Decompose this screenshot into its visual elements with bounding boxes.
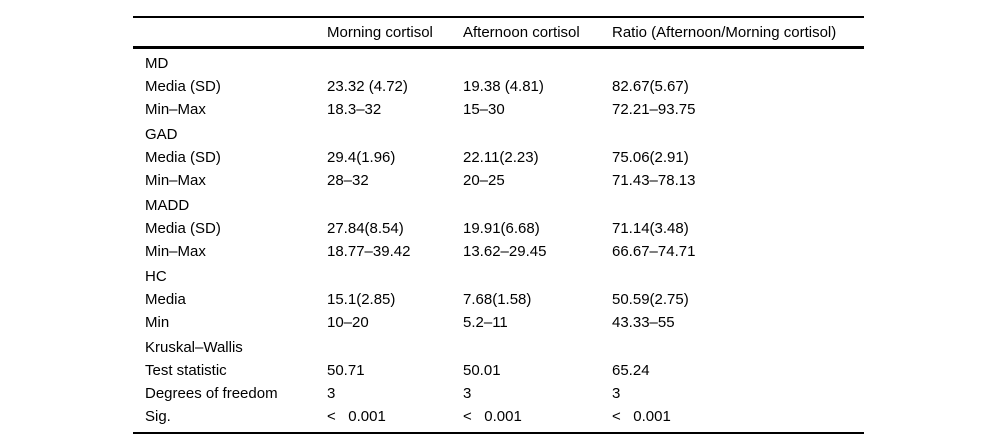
group-label: HC [145, 268, 167, 285]
cell-value: 50.59(2.75) [612, 291, 689, 308]
cell-value: 71.43–78.13 [612, 172, 696, 189]
table-row: Media 15.1(2.85) 7.68(1.58) 50.59(2.75) [133, 288, 864, 311]
table-row: Media (SD) 23.32 (4.72) 19.38 (4.81) 82.67(… [133, 75, 864, 98]
cell-value: 19.38 (4.81) [463, 78, 544, 95]
table-header-row: Morning cortisol Afternoon cortisol Rati… [133, 18, 864, 46]
cell-value: 22.11(2.23) [463, 149, 539, 166]
table-row: Min 10–20 5.2–11 43.33–55 [133, 311, 864, 334]
column-header-afternoon-cortisol: Afternoon cortisol [463, 23, 580, 41]
table-row: Media (SD) 29.4(1.96) 22.11(2.23) 75.06(2.9… [133, 146, 864, 169]
table-row: Test statistic 50.71 50.01 65.24 [133, 359, 864, 382]
cell-value: 15.1(2.85) [327, 291, 396, 308]
group-label: Kruskal–Wallis [145, 339, 243, 356]
results-table: Morning cortisol Afternoon cortisol Rati… [133, 16, 864, 434]
row-label: Min–Max [145, 101, 206, 118]
table-row: Degrees of freedom 3 3 3 [133, 382, 864, 405]
group-label: MD [145, 55, 169, 72]
cell-value: 65.24 [612, 362, 650, 379]
group-label-row: MADD [133, 194, 864, 217]
table-row: Sig. < 0.001 < 0.001 < 0.001 [133, 405, 864, 428]
cell-value: 5.2–11 [463, 314, 508, 331]
cell-value: 27.84(8.54) [327, 220, 404, 237]
cell-value: 72.21–93.75 [612, 101, 696, 118]
cell-value: < 0.001 [612, 408, 671, 425]
group-label: MADD [145, 197, 190, 214]
row-label: Min [145, 314, 170, 331]
row-label: Min–Max [145, 172, 206, 189]
cell-value: 19.91(6.68) [463, 220, 540, 237]
row-label: Sig. [145, 408, 171, 425]
cell-value: 3 [612, 385, 621, 402]
cell-value: 29.4(1.96) [327, 149, 396, 166]
cell-value: 15–30 [463, 101, 505, 118]
table-row: Min–Max 28–32 20–25 71.43–78.13 [133, 169, 864, 192]
cell-value: 10–20 [327, 314, 369, 331]
cell-value: < 0.001 [327, 408, 386, 425]
table-header-rule [133, 46, 864, 49]
cell-value: 18.77–39.42 [327, 243, 411, 260]
table-top-rule [133, 16, 864, 18]
cell-value: 28–32 [327, 172, 369, 189]
row-label: Test statistic [145, 362, 227, 379]
cell-value: 43.33–55 [612, 314, 675, 331]
row-label: Media [145, 291, 186, 308]
cell-value: 13.62–29.45 [463, 243, 547, 260]
group-label: GAD [145, 126, 178, 143]
cell-value: 3 [463, 385, 472, 402]
table-row: Min–Max 18.77–39.42 13.62–29.45 66.67–74.71 [133, 240, 864, 263]
group-label-row: GAD [133, 123, 864, 146]
cell-value: 50.01 [463, 362, 501, 379]
cell-value: 23.32 (4.72) [327, 78, 408, 95]
cell-value: < 0.001 [463, 408, 522, 425]
row-label: Degrees of freedom [145, 385, 278, 402]
table-body: MD Media (SD) 23.32 (4.72) 19.38 (4.81) 82.6… [133, 49, 864, 432]
cell-value: 18.3–32 [327, 101, 382, 118]
group-label-row: MD [133, 52, 864, 75]
cell-value: 75.06(2.91) [612, 149, 689, 166]
table-row: Media (SD) 27.84(8.54) 19.91(6.68) 71.14(3.… [133, 217, 864, 240]
row-label: Media (SD) [145, 78, 221, 95]
column-header-ratio: Ratio (Afternoon/Morning cortisol) [612, 23, 837, 41]
cell-value: 3 [327, 385, 336, 402]
cell-value: 82.67(5.67) [612, 78, 689, 95]
table-bottom-rule [133, 432, 864, 434]
row-label: Min–Max [145, 243, 206, 260]
column-header-morning-cortisol: Morning cortisol [327, 23, 433, 41]
group-label-row: Kruskal–Wallis [133, 336, 864, 359]
cell-value: 66.67–74.71 [612, 243, 696, 260]
row-label: Media (SD) [145, 220, 221, 237]
cell-value: 71.14(3.48) [612, 220, 689, 237]
cell-value: 7.68(1.58) [463, 291, 532, 308]
cell-value: 20–25 [463, 172, 505, 189]
cell-value: 50.71 [327, 362, 365, 379]
table-row: Min–Max 18.3–32 15–30 72.21–93.75 [133, 98, 864, 121]
group-label-row: HC [133, 265, 864, 288]
row-label: Media (SD) [145, 149, 221, 166]
